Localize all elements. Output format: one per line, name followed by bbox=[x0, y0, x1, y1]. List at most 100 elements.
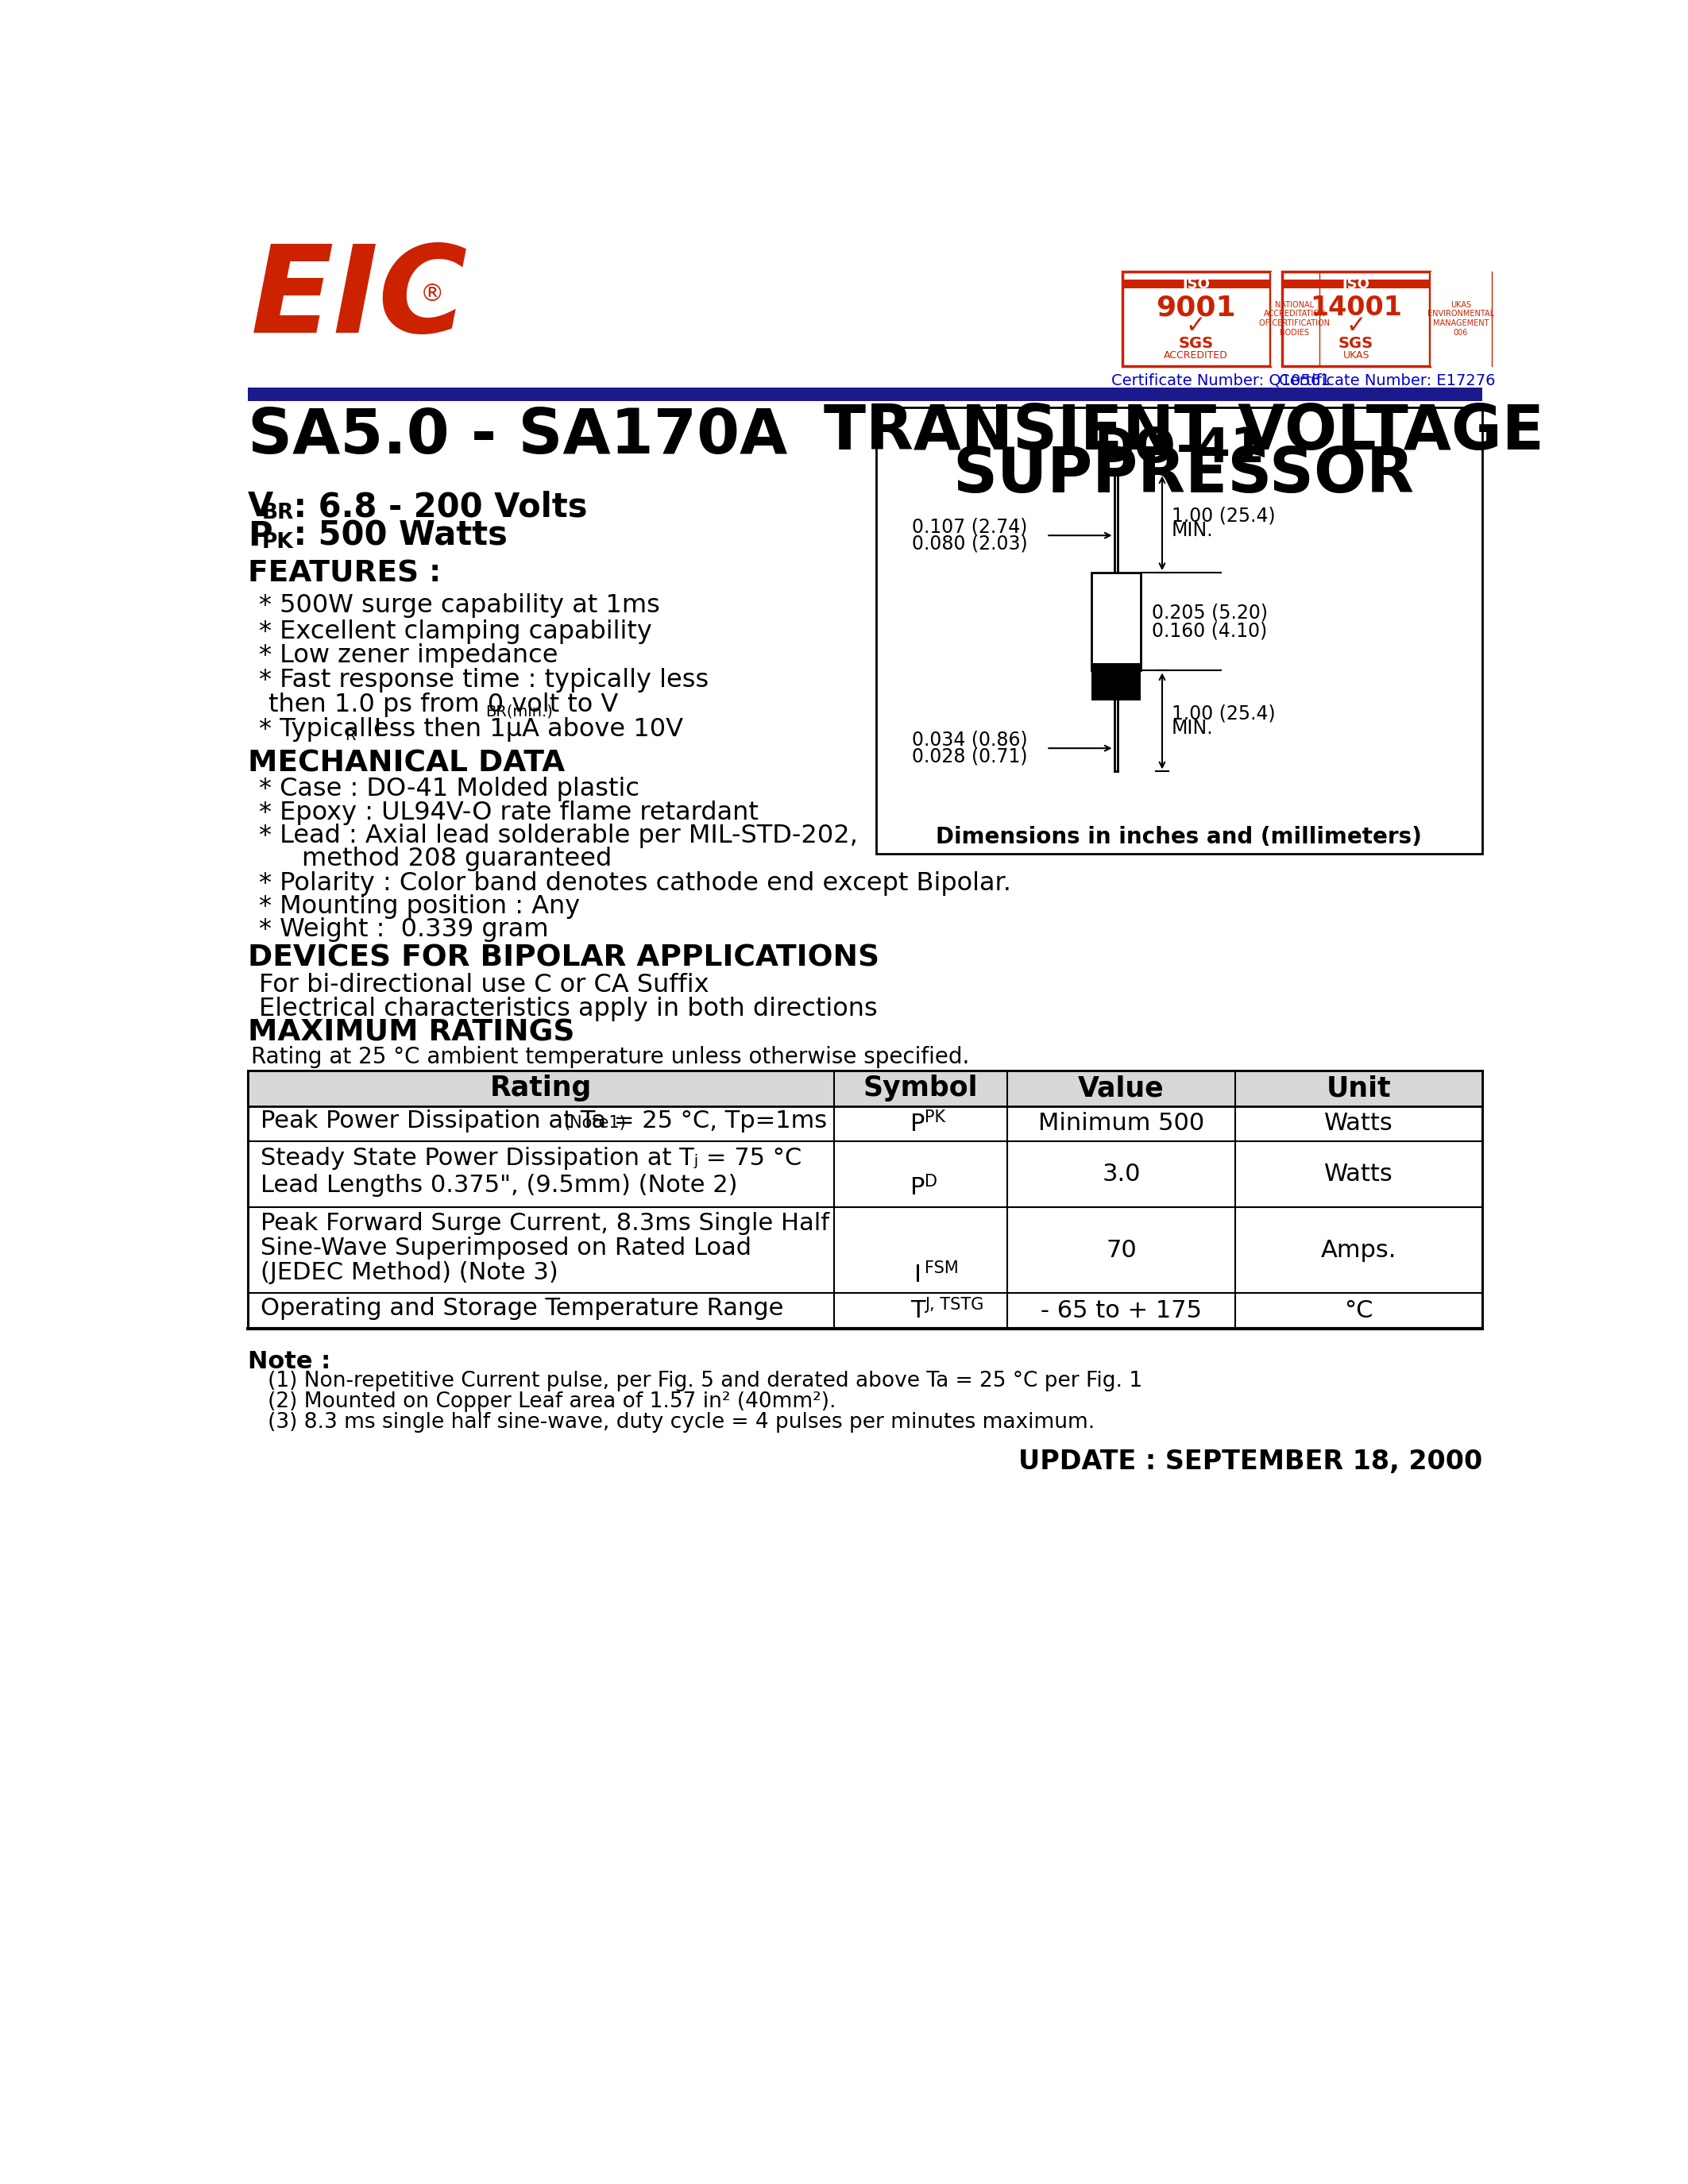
Text: ACCREDITED: ACCREDITED bbox=[1165, 349, 1229, 360]
Text: BR: BR bbox=[262, 502, 294, 524]
Text: 1.00 (25.4): 1.00 (25.4) bbox=[1171, 703, 1274, 723]
Text: FEATURES :: FEATURES : bbox=[248, 559, 441, 587]
Bar bbox=[1283, 280, 1430, 288]
Text: Dimensions in inches and (millimeters): Dimensions in inches and (millimeters) bbox=[937, 826, 1421, 847]
Text: Symbol: Symbol bbox=[863, 1075, 977, 1101]
Text: Steady State Power Dissipation at Tⱼ = 75 °C: Steady State Power Dissipation at Tⱼ = 7… bbox=[260, 1147, 802, 1171]
Text: P: P bbox=[910, 1112, 925, 1136]
Text: UKAS: UKAS bbox=[1342, 349, 1369, 360]
Text: then 1.0 ps from 0 volt to V: then 1.0 ps from 0 volt to V bbox=[268, 692, 618, 716]
Text: UKAS
ENVIRONMENTAL
MANAGEMENT
006: UKAS ENVIRONMENTAL MANAGEMENT 006 bbox=[1428, 301, 1494, 336]
Text: 70: 70 bbox=[1106, 1238, 1136, 1262]
Text: T: T bbox=[910, 1299, 925, 1324]
Text: MAXIMUM RATINGS: MAXIMUM RATINGS bbox=[248, 1018, 576, 1046]
Bar bbox=[1269, 271, 1318, 367]
Text: Watts: Watts bbox=[1325, 1162, 1393, 1186]
Text: 0.205 (5.20): 0.205 (5.20) bbox=[1151, 603, 1268, 622]
Text: * Weight :  0.339 gram: * Weight : 0.339 gram bbox=[258, 917, 549, 941]
Text: Electrical characteristics apply in both directions: Electrical characteristics apply in both… bbox=[258, 998, 878, 1022]
Text: (1) Non-repetitive Current pulse, per Fig. 5 and derated above Ta = 25 °C per Fi: (1) Non-repetitive Current pulse, per Fi… bbox=[248, 1372, 1143, 1391]
Text: Rating: Rating bbox=[490, 1075, 592, 1101]
Text: 0.028 (0.71): 0.028 (0.71) bbox=[912, 747, 1028, 767]
Text: ®: ® bbox=[420, 284, 444, 306]
Text: Peak Power Dissipation at Ta = 25 °C, Tp=1ms: Peak Power Dissipation at Ta = 25 °C, Tp… bbox=[260, 1109, 827, 1133]
Text: TRANSIENT VOLTAGE: TRANSIENT VOLTAGE bbox=[824, 402, 1545, 463]
Text: V: V bbox=[248, 489, 273, 524]
Text: 3.0: 3.0 bbox=[1102, 1162, 1141, 1186]
Bar bbox=[1123, 280, 1269, 288]
Text: 9001: 9001 bbox=[1156, 295, 1236, 321]
Text: less then 1μA above 10V: less then 1μA above 10V bbox=[358, 716, 684, 743]
Bar bbox=[1092, 572, 1141, 670]
Text: (JEDEC Method) (Note 3): (JEDEC Method) (Note 3) bbox=[260, 1260, 559, 1284]
Text: Minimum 500: Minimum 500 bbox=[1038, 1112, 1204, 1136]
Text: DO-41: DO-41 bbox=[1094, 426, 1264, 472]
Text: ✓: ✓ bbox=[1187, 314, 1207, 339]
Text: * Polarity : Color band denotes cathode end except Bipolar.: * Polarity : Color band denotes cathode … bbox=[258, 871, 1011, 895]
Text: D: D bbox=[925, 1173, 937, 1190]
Text: * Fast response time : typically less: * Fast response time : typically less bbox=[258, 668, 709, 692]
Text: ✓: ✓ bbox=[1345, 314, 1366, 339]
Text: °C: °C bbox=[1344, 1299, 1374, 1321]
Text: R: R bbox=[344, 729, 356, 743]
Bar bbox=[248, 387, 1482, 402]
Text: - 65 to + 175: - 65 to + 175 bbox=[1040, 1299, 1202, 1321]
Text: 14001: 14001 bbox=[1310, 295, 1403, 321]
Text: Watts: Watts bbox=[1325, 1112, 1393, 1136]
Text: * Low zener impedance: * Low zener impedance bbox=[258, 644, 559, 668]
Text: (Note1): (Note1) bbox=[564, 1116, 626, 1131]
Text: 0.107 (2.74): 0.107 (2.74) bbox=[912, 518, 1026, 537]
Text: UPDATE : SEPTEMBER 18, 2000: UPDATE : SEPTEMBER 18, 2000 bbox=[1018, 1448, 1482, 1474]
Text: BR(min.): BR(min.) bbox=[486, 703, 554, 719]
Text: (3) 8.3 ms single half sine-wave, duty cycle = 4 pulses per minutes maximum.: (3) 8.3 ms single half sine-wave, duty c… bbox=[248, 1413, 1096, 1433]
Bar bbox=[1092, 664, 1141, 701]
Text: (2) Mounted on Copper Leaf area of 1.57 in² (40mm²).: (2) Mounted on Copper Leaf area of 1.57 … bbox=[248, 1391, 836, 1413]
Text: J, TSTG: J, TSTG bbox=[925, 1297, 984, 1313]
Bar bbox=[1430, 271, 1492, 367]
Text: SGS: SGS bbox=[1178, 336, 1214, 352]
Text: Sine-Wave Superimposed on Rated Load: Sine-Wave Superimposed on Rated Load bbox=[260, 1236, 751, 1260]
Bar bbox=[248, 1070, 1482, 1328]
Text: Value: Value bbox=[1079, 1075, 1165, 1101]
Text: NATIONAL
ACCREDITATION
OF CERTIFICATION
BODIES: NATIONAL ACCREDITATION OF CERTIFICATION … bbox=[1259, 301, 1330, 336]
Text: * Case : DO-41 Molded plastic: * Case : DO-41 Molded plastic bbox=[258, 778, 640, 802]
Text: * Mounting position : Any: * Mounting position : Any bbox=[258, 893, 581, 919]
Text: ISO: ISO bbox=[1182, 277, 1210, 293]
Text: I: I bbox=[913, 1262, 922, 1286]
Text: P: P bbox=[248, 520, 272, 553]
Text: * Excellent clamping capability: * Excellent clamping capability bbox=[258, 618, 652, 644]
Text: 0.080 (2.03): 0.080 (2.03) bbox=[912, 535, 1028, 553]
Text: Certificate Number: E17276: Certificate Number: E17276 bbox=[1278, 373, 1496, 389]
Text: PK: PK bbox=[925, 1109, 945, 1125]
Text: * 500W surge capability at 1ms: * 500W surge capability at 1ms bbox=[258, 594, 660, 618]
Text: DEVICES FOR BIPOLAR APPLICATIONS: DEVICES FOR BIPOLAR APPLICATIONS bbox=[248, 943, 879, 972]
Text: MECHANICAL DATA: MECHANICAL DATA bbox=[248, 749, 565, 778]
Bar bbox=[1283, 271, 1430, 367]
Text: Note :: Note : bbox=[248, 1350, 331, 1374]
Text: EIC: EIC bbox=[252, 240, 468, 358]
Text: Lead Lengths 0.375", (9.5mm) (Note 2): Lead Lengths 0.375", (9.5mm) (Note 2) bbox=[260, 1173, 738, 1197]
Text: For bi-directional use C or CA Suffix: For bi-directional use C or CA Suffix bbox=[258, 972, 709, 998]
Text: 0.160 (4.10): 0.160 (4.10) bbox=[1151, 620, 1268, 640]
Text: * Epoxy : UL94V-O rate flame retardant: * Epoxy : UL94V-O rate flame retardant bbox=[258, 799, 758, 826]
Text: : 500 Watts: : 500 Watts bbox=[282, 520, 508, 553]
Text: Amps.: Amps. bbox=[1322, 1238, 1396, 1262]
Text: : 6.8 - 200 Volts: : 6.8 - 200 Volts bbox=[282, 489, 587, 524]
Text: ISO: ISO bbox=[1342, 277, 1371, 293]
Text: * Lead : Axial lead solderable per MIL-STD-202,: * Lead : Axial lead solderable per MIL-S… bbox=[258, 823, 858, 847]
Text: SA5.0 - SA170A: SA5.0 - SA170A bbox=[248, 406, 788, 467]
Text: * Typical I: * Typical I bbox=[258, 716, 381, 743]
Text: SGS: SGS bbox=[1339, 336, 1374, 352]
Text: method 208 guaranteed: method 208 guaranteed bbox=[302, 847, 613, 871]
Text: Operating and Storage Temperature Range: Operating and Storage Temperature Range bbox=[260, 1297, 783, 1319]
Text: Certificate Number: Q10561: Certificate Number: Q10561 bbox=[1111, 373, 1330, 389]
Text: P: P bbox=[910, 1175, 925, 1199]
Text: Rating at 25 °C ambient temperature unless otherwise specified.: Rating at 25 °C ambient temperature unle… bbox=[252, 1046, 969, 1068]
Bar bbox=[248, 1070, 1482, 1105]
Text: Peak Forward Surge Current, 8.3ms Single Half: Peak Forward Surge Current, 8.3ms Single… bbox=[260, 1212, 829, 1234]
Bar bbox=[876, 408, 1482, 854]
Text: SUPPRESSOR: SUPPRESSOR bbox=[954, 446, 1415, 505]
Bar bbox=[1123, 271, 1269, 367]
Text: MIN.: MIN. bbox=[1171, 522, 1214, 539]
Text: FSM: FSM bbox=[925, 1260, 959, 1278]
